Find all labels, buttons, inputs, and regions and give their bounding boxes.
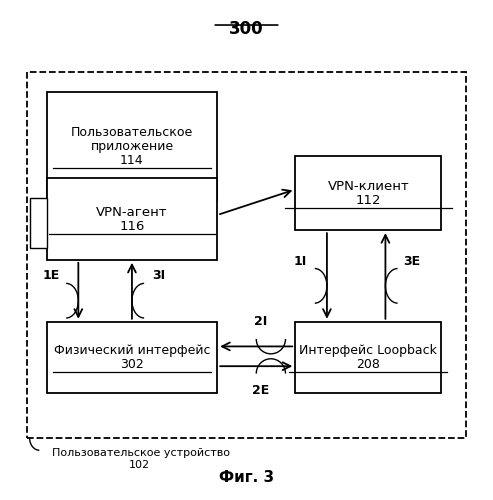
- Text: Интерфейс Loopback: Интерфейс Loopback: [299, 344, 437, 357]
- Text: VPN-клиент: VPN-клиент: [327, 180, 409, 192]
- FancyBboxPatch shape: [47, 92, 217, 200]
- Text: 2I: 2I: [254, 315, 268, 328]
- Text: приложение: приложение: [90, 140, 174, 152]
- Text: Физический интерфейс: Физический интерфейс: [54, 344, 210, 357]
- Text: VPN-агент: VPN-агент: [96, 206, 168, 218]
- FancyBboxPatch shape: [295, 322, 441, 394]
- Text: Фиг. 3: Фиг. 3: [219, 470, 274, 485]
- Text: 302: 302: [120, 358, 144, 371]
- Text: 114: 114: [120, 154, 144, 166]
- FancyBboxPatch shape: [295, 156, 441, 230]
- Text: 112: 112: [355, 194, 381, 206]
- Text: 1E: 1E: [43, 270, 60, 282]
- Text: 116: 116: [119, 220, 144, 232]
- Text: 208: 208: [356, 358, 380, 371]
- Text: 3E: 3E: [404, 254, 421, 268]
- Text: Пользовательское устройство: Пользовательское устройство: [52, 448, 230, 458]
- Text: 300: 300: [229, 20, 264, 38]
- Text: 2E: 2E: [252, 384, 270, 398]
- Text: Пользовательское: Пользовательское: [71, 126, 193, 139]
- FancyBboxPatch shape: [30, 198, 47, 248]
- FancyBboxPatch shape: [47, 322, 217, 394]
- FancyBboxPatch shape: [47, 178, 217, 260]
- Text: 3I: 3I: [152, 270, 165, 282]
- Text: 1I: 1I: [293, 254, 307, 268]
- Text: 102: 102: [129, 460, 150, 470]
